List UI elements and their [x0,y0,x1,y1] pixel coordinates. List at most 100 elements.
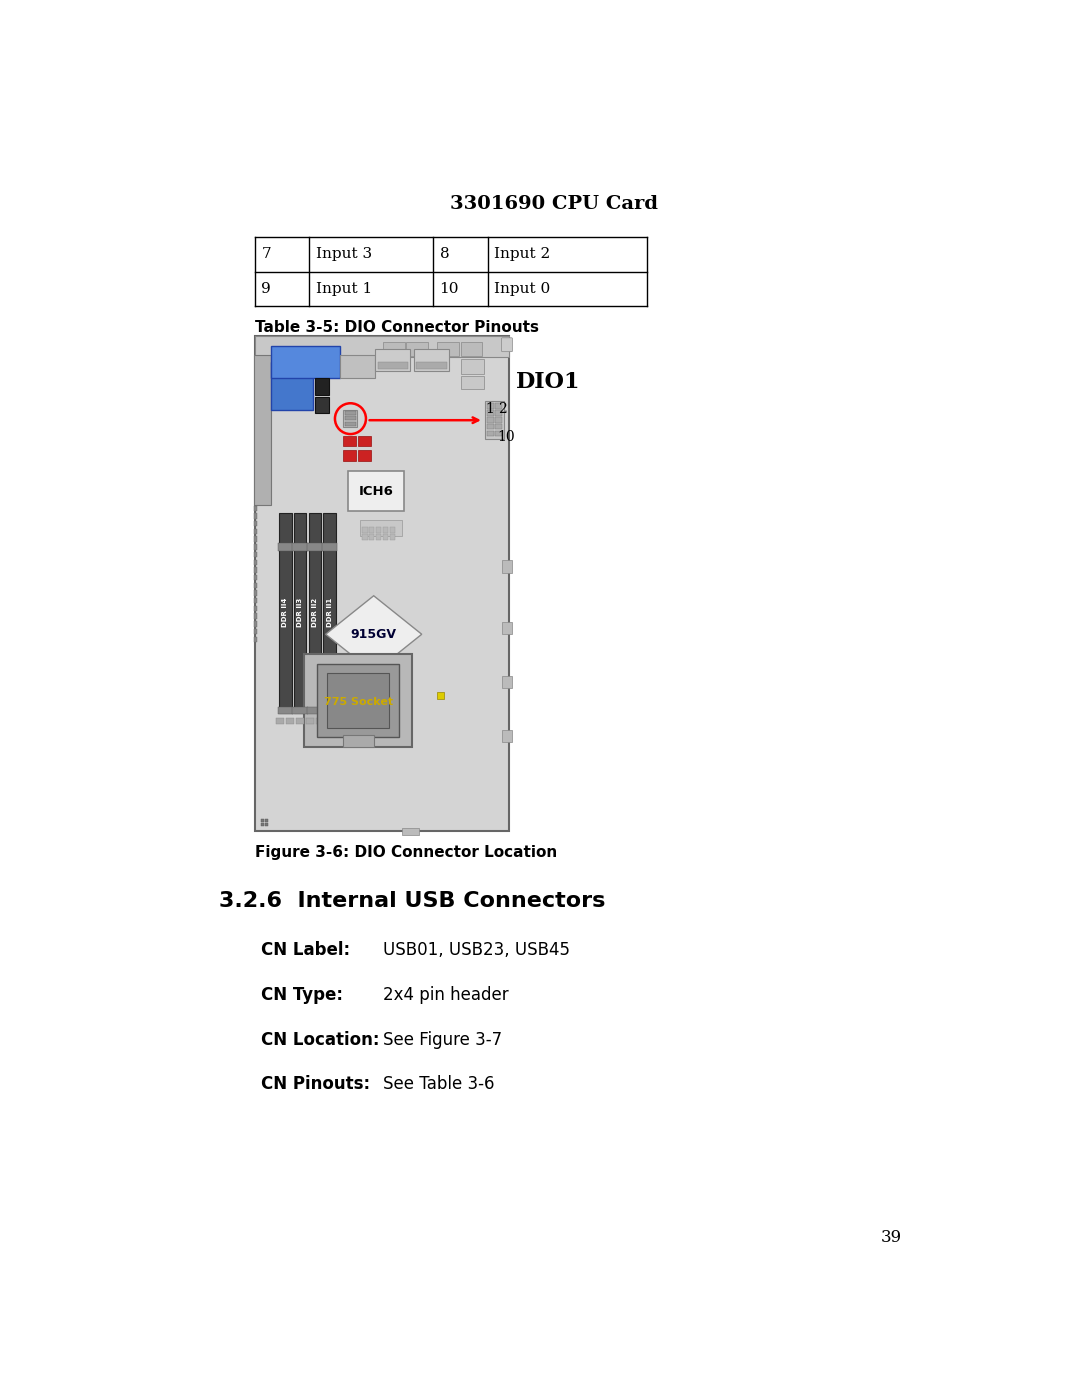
Bar [414,349,449,372]
Bar [437,342,459,355]
Text: Figure 3-6: DIO Connector Location: Figure 3-6: DIO Connector Location [255,845,557,861]
Bar [254,529,257,534]
Bar [278,707,293,714]
Bar [348,471,404,511]
Bar [307,718,314,725]
Text: 1: 1 [485,402,495,416]
Bar [487,418,494,422]
Bar [345,416,356,420]
Bar [254,560,257,564]
Bar [496,418,502,422]
Bar [502,560,512,573]
Bar [343,411,357,427]
Text: Input 3: Input 3 [315,247,372,261]
Text: ICH6: ICH6 [359,485,393,497]
Bar [316,718,324,725]
Bar [294,513,307,712]
Bar [261,819,265,823]
Bar [362,534,367,539]
Bar [254,598,257,604]
Bar [254,545,257,549]
Bar [255,335,509,831]
Text: USB01, USB23, USB45: USB01, USB23, USB45 [383,942,570,960]
Text: 2x4 pin header: 2x4 pin header [383,986,509,1004]
Bar [254,583,257,588]
Bar [460,376,484,390]
Bar [307,543,323,550]
Text: 10: 10 [498,430,515,444]
Bar [254,567,257,573]
Bar [485,401,504,440]
Bar [286,718,294,725]
Text: 915GV: 915GV [351,627,396,641]
Text: Input 2: Input 2 [494,247,550,261]
Bar [254,622,257,627]
Bar [254,576,257,580]
Text: DDR II4: DDR II4 [282,598,288,627]
Bar [309,513,321,712]
Text: See Figure 3-7: See Figure 3-7 [383,1031,502,1049]
Bar [342,450,356,461]
Bar [327,673,389,728]
Bar [362,527,367,532]
Bar [307,707,323,714]
Polygon shape [326,595,422,673]
Bar [278,543,293,550]
Bar [314,397,328,412]
Text: CN Label:: CN Label: [260,942,350,960]
Text: 775 Socket: 775 Socket [324,697,393,707]
Bar [340,355,375,377]
Bar [460,359,484,374]
Text: DDR II2: DDR II2 [312,598,318,627]
Text: 7: 7 [261,247,271,261]
Bar [375,349,410,372]
Bar [254,513,257,518]
Text: 2: 2 [498,402,507,416]
Bar [378,362,408,369]
Text: 39: 39 [880,1229,902,1246]
Bar [376,527,381,532]
Bar [496,411,502,415]
Bar [322,707,337,714]
Bar [255,335,509,358]
Bar [502,622,512,634]
Bar [254,637,257,643]
Text: DIO1: DIO1 [516,370,581,393]
Bar [487,411,494,415]
Bar [266,823,268,826]
Bar [360,520,403,535]
Bar [496,404,502,409]
Bar [369,527,375,532]
Bar [403,827,419,835]
Bar [254,521,257,527]
Bar [460,342,482,355]
Bar [359,436,372,447]
Bar [437,692,444,698]
Text: 3.2.6  Internal USB Connectors: 3.2.6 Internal USB Connectors [218,891,605,911]
Bar [271,345,340,377]
Text: Table 3-5: DIO Connector Pinouts: Table 3-5: DIO Connector Pinouts [255,320,539,335]
Bar [496,425,502,429]
Bar [322,543,337,550]
Bar [496,432,502,436]
Bar [293,707,308,714]
Bar [254,536,257,542]
Bar [276,718,284,725]
Bar [254,506,257,511]
Bar [254,355,271,504]
Bar [323,513,336,712]
Bar [502,676,512,689]
Bar [293,543,308,550]
Text: DDR II3: DDR II3 [297,598,303,627]
Bar [254,606,257,610]
Text: 3301690 CPU Card: 3301690 CPU Card [449,194,658,212]
Bar [487,404,494,409]
FancyBboxPatch shape [501,338,512,352]
Bar [318,665,399,738]
Bar [271,362,313,411]
Text: CN Pinouts:: CN Pinouts: [260,1076,369,1094]
Text: 9: 9 [261,282,271,296]
Bar [487,432,494,436]
Bar [342,436,356,447]
Bar [254,629,257,634]
